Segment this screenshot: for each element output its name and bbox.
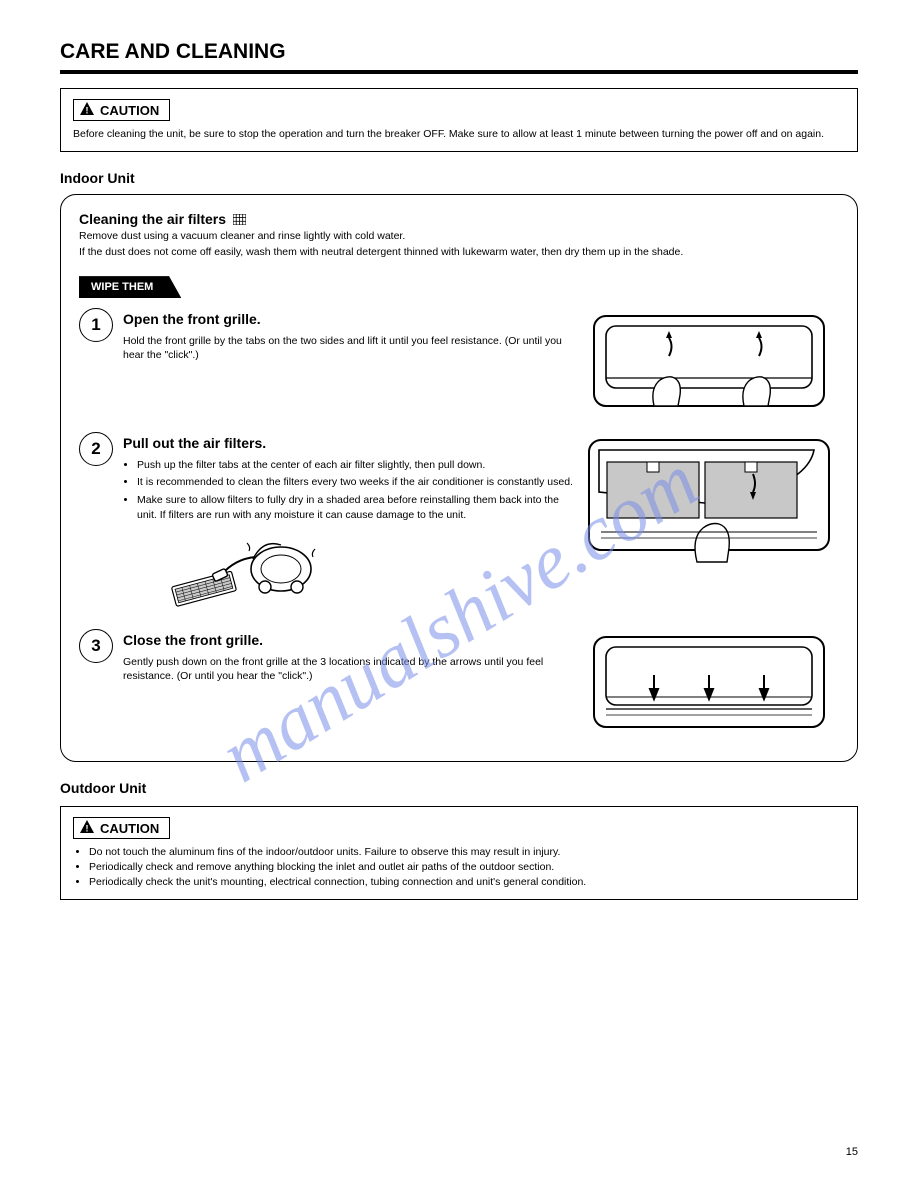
step-2-body: Pull out the air filters. Push up the fi… — [123, 432, 579, 615]
svg-text:!: ! — [86, 824, 89, 834]
caution-label-bottom: ! CAUTION — [73, 817, 170, 839]
indoor-unit-label: Indoor Unit — [60, 170, 858, 186]
filter-note: If the dust does not come off easily, wa… — [79, 246, 839, 258]
page-title: CARE AND CLEANING — [60, 40, 858, 64]
step-2: 2 Pull out the air filters. Push up the … — [79, 432, 839, 615]
filter-sub: Remove dust using a vacuum cleaner and r… — [79, 230, 839, 242]
caution-bottom-b2: Periodically check and remove anything b… — [89, 860, 845, 875]
caution-box-bottom: ! CAUTION Do not touch the aluminum fins… — [60, 806, 858, 900]
vacuum-illustration — [163, 529, 579, 614]
step-3-text: Gently push down on the front grille at … — [123, 655, 579, 684]
heading-rule — [60, 70, 858, 74]
svg-text:!: ! — [86, 106, 89, 116]
step-2-list: Push up the filter tabs at the center of… — [123, 458, 579, 523]
caution-label-text: CAUTION — [100, 103, 159, 118]
step-1-body: Open the front grille. Hold the front gr… — [123, 308, 579, 363]
caution-label-bottom-text: CAUTION — [100, 821, 159, 836]
step-1: 1 Open the front grille. Hold the front … — [79, 308, 839, 418]
step-3-body: Close the front grille. Gently push down… — [123, 629, 579, 684]
step-3: 3 Close the front grille. Gently push do… — [79, 629, 839, 739]
step-3-title: Close the front grille. — [123, 631, 579, 651]
outdoor-unit-label: Outdoor Unit — [60, 780, 858, 796]
caution-bottom-b1: Do not touch the aluminum fins of the in… — [89, 845, 845, 860]
step-3-illustration — [579, 629, 839, 739]
page-container: CARE AND CLEANING ! CAUTION Before clean… — [0, 0, 918, 948]
step-2-title: Pull out the air filters. — [123, 434, 579, 454]
warning-icon: ! — [80, 102, 94, 118]
step-1-title: Open the front grille. — [123, 310, 579, 330]
filter-title: Cleaning the air filters — [79, 211, 839, 228]
wipe-them-tab: WIPE THEM — [79, 276, 181, 298]
step-num-1: 1 — [79, 308, 113, 342]
step-1-text: Hold the front grille by the tabs on the… — [123, 334, 579, 363]
step-2-illustration — [579, 432, 839, 572]
filter-title-text: Cleaning the air filters — [79, 211, 230, 227]
filter-section: Cleaning the air filters Remove dust usi… — [60, 194, 858, 762]
grid-icon — [233, 212, 246, 228]
caution-box-top: ! CAUTION Before cleaning the unit, be s… — [60, 88, 858, 152]
caution-bottom-list: Do not touch the aluminum fins of the in… — [73, 845, 845, 889]
step-2-b1: Push up the filter tabs at the center of… — [137, 458, 579, 473]
page-number: 15 — [846, 1146, 858, 1158]
caution-bottom-b3: Periodically check the unit's mounting, … — [89, 875, 845, 890]
caution-top-text: Before cleaning the unit, be sure to sto… — [73, 127, 845, 141]
step-num-2: 2 — [79, 432, 113, 466]
warning-icon: ! — [80, 820, 94, 836]
step-num-3: 3 — [79, 629, 113, 663]
steps-container: 1 Open the front grille. Hold the front … — [79, 308, 839, 739]
step-2-b3: Make sure to allow filters to fully dry … — [137, 493, 579, 522]
caution-label-top: ! CAUTION — [73, 99, 170, 121]
step-1-illustration — [579, 308, 839, 418]
step-2-b2: It is recommended to clean the filters e… — [137, 475, 579, 490]
